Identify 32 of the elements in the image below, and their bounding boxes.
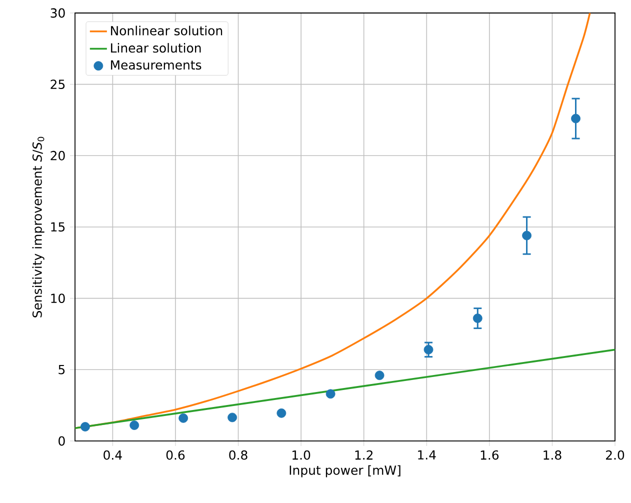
legend-label: Linear solution bbox=[111, 43, 201, 53]
x-tick-label: 2.0 bbox=[606, 450, 624, 460]
x-tick-label: 0.6 bbox=[166, 450, 185, 460]
point bbox=[276, 408, 286, 418]
y-tick-label: 15 bbox=[51, 222, 65, 232]
point bbox=[130, 420, 140, 430]
y-axis-title: Sensitivity improvement S/S$_{0}$ bbox=[32, 136, 44, 318]
y-tick-label: 10 bbox=[51, 294, 65, 304]
point bbox=[522, 230, 532, 240]
point bbox=[571, 114, 580, 124]
point bbox=[424, 344, 434, 354]
x-axis-title: Input power [mW] bbox=[290, 465, 400, 478]
x-tick-label: 0.8 bbox=[229, 450, 248, 460]
x-tick-label: 1.8 bbox=[544, 450, 562, 460]
y-tick-label: 25 bbox=[50, 80, 65, 90]
point bbox=[472, 314, 482, 323]
legend-label: Nonlinear solution bbox=[111, 26, 222, 36]
x-tick-label: 1.0 bbox=[292, 450, 310, 460]
x-tick-label: 1.6 bbox=[480, 450, 499, 460]
y-tick-label: 20 bbox=[50, 150, 65, 160]
point bbox=[228, 412, 237, 422]
point bbox=[374, 370, 384, 380]
x-tick-label: 1.2 bbox=[355, 450, 372, 460]
x-tick-label: 0.4 bbox=[104, 450, 122, 460]
point bbox=[178, 413, 188, 423]
x-tick-label: 1.4 bbox=[418, 450, 436, 460]
legend-label: Measurements bbox=[111, 60, 202, 70]
y-tick-label: 0 bbox=[58, 436, 65, 446]
point bbox=[326, 389, 336, 399]
y-tick-label: 5 bbox=[58, 365, 65, 374]
point bbox=[80, 422, 90, 432]
y-tick-label: 30 bbox=[50, 8, 65, 18]
